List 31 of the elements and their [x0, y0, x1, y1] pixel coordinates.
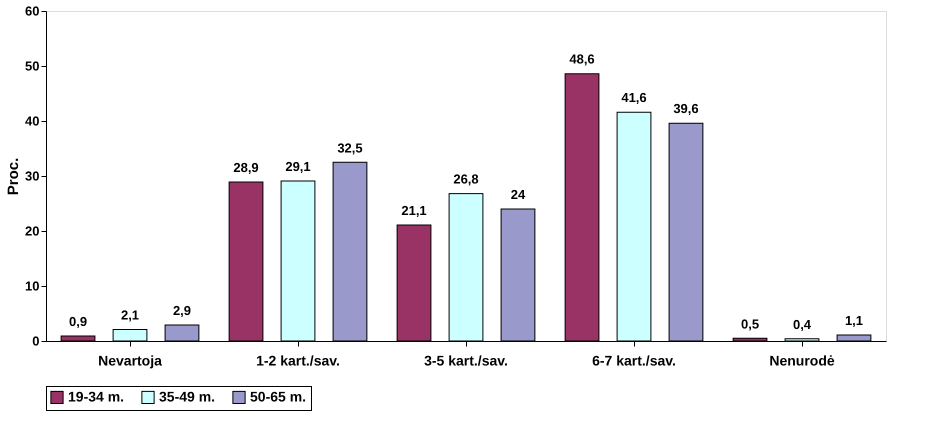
data-label: 2,9: [172, 303, 192, 318]
y-tick-label: 60: [25, 4, 40, 18]
legend-label: 35-49 m.: [159, 388, 216, 404]
y-tick-label: 50: [25, 58, 40, 74]
data-label: 0,4: [792, 316, 812, 332]
x-tick-label: Nevartoja: [98, 352, 162, 368]
x-tick-label: 6-7 kart./sav.: [592, 352, 676, 368]
data-label: 28,9: [233, 160, 259, 176]
y-tick-label: 30: [25, 168, 40, 184]
y-tick-label: 0: [32, 334, 40, 348]
data-label: 2,1: [120, 307, 140, 322]
data-label: 21,1: [401, 202, 427, 218]
y-tick-label: 40: [25, 114, 40, 128]
x-tick-label: 3-5 kart./sav.: [424, 352, 508, 368]
legend-label: 19-34 m.: [68, 388, 124, 404]
data-label: 0,5: [740, 316, 760, 332]
y-tick-label: 20: [25, 224, 40, 238]
data-label: 41,6: [621, 90, 647, 106]
data-label: 0,9: [68, 314, 88, 330]
x-tick-label: 1-2 kart./sav.: [256, 352, 340, 368]
y-tick-label: 10: [25, 278, 40, 294]
data-label: 1,1: [844, 312, 864, 328]
legend-label: 50-65 m.: [250, 388, 306, 404]
data-label: 26,8: [453, 172, 479, 187]
y-axis-title: Proc.: [5, 158, 22, 196]
x-tick-label: Nenurodė: [769, 352, 835, 368]
data-label: 29,1: [285, 158, 311, 174]
data-label: 24: [510, 187, 526, 202]
data-label: 48,6: [569, 52, 595, 67]
data-label: 39,6: [673, 101, 699, 116]
data-label: 32,5: [337, 140, 363, 156]
